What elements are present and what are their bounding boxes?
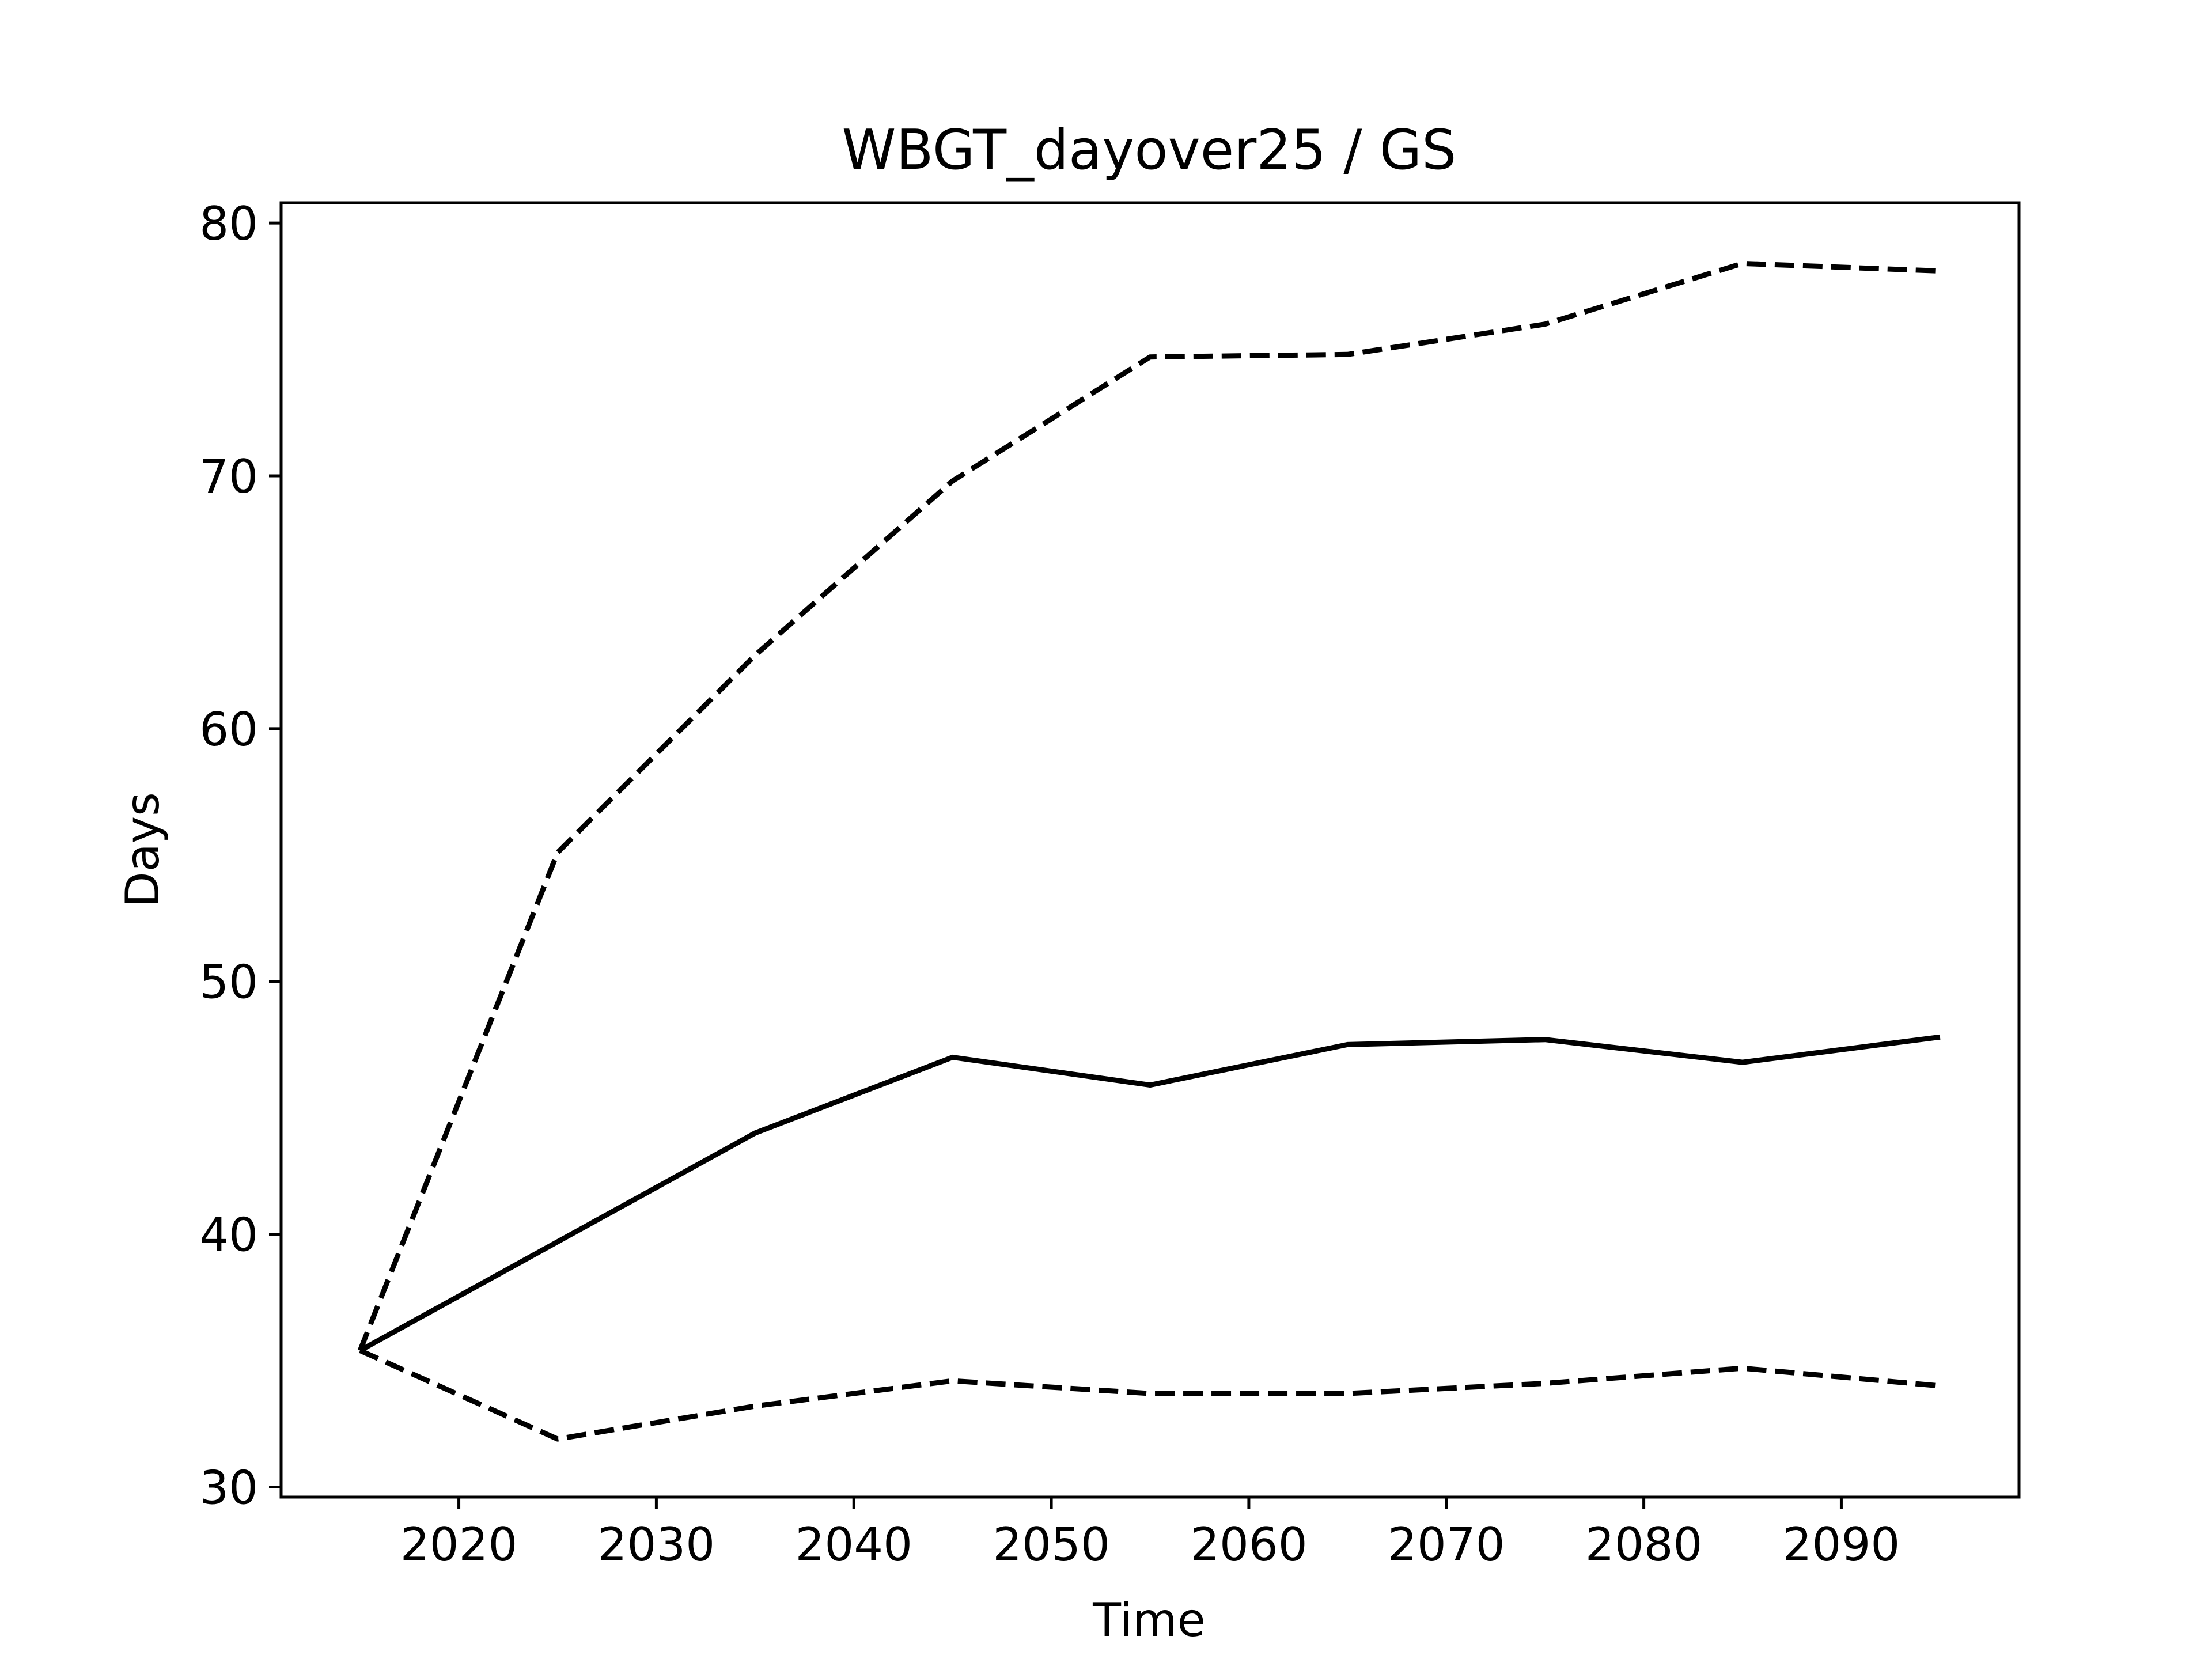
series-line-1	[357, 260, 1941, 1352]
x-axis-label: Time	[1092, 1593, 1206, 1647]
y-tick-label: 30	[199, 1461, 258, 1514]
y-tick-label: 80	[199, 197, 258, 251]
x-tick-label: 2030	[598, 1518, 715, 1571]
x-tick-label: 2020	[400, 1518, 518, 1571]
y-axis: 30 40 50 60 70 80	[199, 197, 281, 1514]
series-layer	[357, 260, 1941, 1442]
x-tick-label: 2060	[1190, 1518, 1308, 1571]
x-tick-label: 2080	[1585, 1518, 1703, 1571]
plot-area-frame	[279, 201, 2021, 1499]
y-tick-label: 50	[199, 956, 258, 1009]
y-tick-label: 60	[199, 703, 258, 756]
y-axis-label: Days	[116, 792, 169, 907]
x-tick-label: 2090	[1783, 1518, 1900, 1571]
y-tick-label: 70	[199, 450, 258, 503]
x-tick-label: 2070	[1388, 1518, 1505, 1571]
x-axis: 2020 2030 2040 2050 2060 2070 2080 2090	[400, 1497, 1900, 1571]
x-tick-label: 2040	[795, 1518, 912, 1571]
series-line-2	[358, 1034, 1941, 1353]
series-line-3	[359, 1348, 1941, 1442]
x-tick-label: 2050	[993, 1518, 1110, 1571]
y-tick-label: 40	[199, 1209, 258, 1262]
chart-title: WBGT_dayover25 / GS	[842, 119, 1457, 182]
